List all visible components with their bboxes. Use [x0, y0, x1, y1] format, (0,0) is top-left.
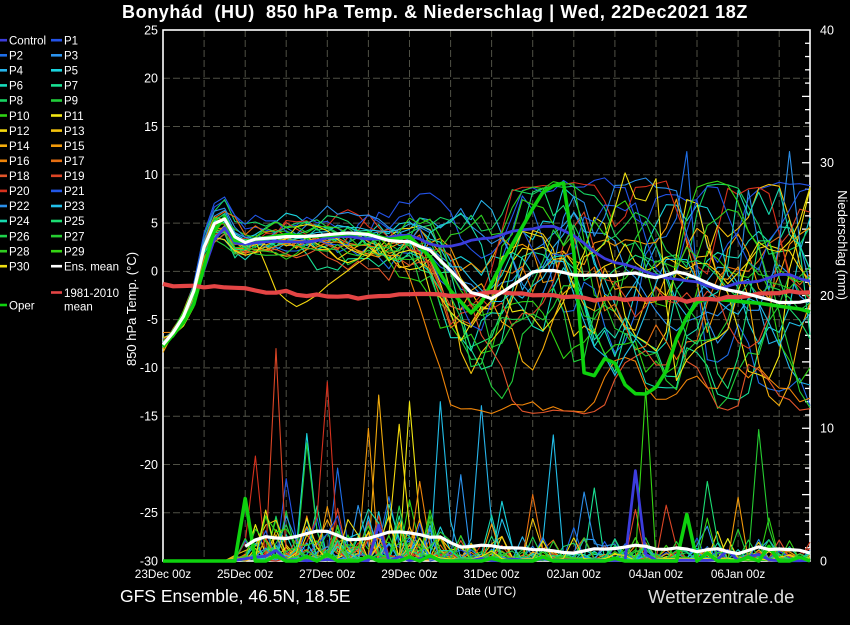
svg-text:Bonyhád (HU) 850 hPa Temp. &: Bonyhád (HU) 850 hPa Temp. & Niederschla…: [122, 2, 748, 22]
svg-text:P23: P23: [64, 201, 84, 213]
svg-text:P19: P19: [64, 171, 84, 183]
svg-text:mean: mean: [64, 301, 93, 313]
svg-text:-15: -15: [140, 410, 158, 424]
svg-text:Control: Control: [9, 35, 46, 47]
svg-text:P13: P13: [64, 126, 84, 138]
svg-text:P21: P21: [64, 186, 84, 198]
svg-text:5: 5: [151, 216, 158, 230]
svg-text:Oper: Oper: [9, 300, 35, 312]
svg-text:15: 15: [144, 120, 158, 134]
svg-text:P20: P20: [9, 186, 29, 198]
svg-text:0: 0: [820, 554, 827, 568]
svg-text:Niederschlag (mm): Niederschlag (mm): [835, 190, 850, 300]
svg-text:P11: P11: [64, 111, 84, 123]
svg-text:Date (UTC): Date (UTC): [456, 584, 516, 598]
svg-text:P27: P27: [64, 231, 84, 243]
svg-text:P1: P1: [64, 35, 78, 47]
svg-text:P16: P16: [9, 156, 29, 168]
svg-text:P17: P17: [64, 156, 84, 168]
svg-text:P25: P25: [64, 216, 84, 228]
svg-text:02Jan 00z: 02Jan 00z: [547, 567, 602, 581]
svg-text:P22: P22: [9, 201, 29, 213]
svg-text:10: 10: [820, 422, 834, 436]
svg-text:04Jan 00z: 04Jan 00z: [629, 567, 684, 581]
svg-text:20: 20: [144, 72, 158, 86]
svg-text:P10: P10: [9, 111, 29, 123]
svg-text:1981-2010: 1981-2010: [64, 288, 119, 300]
svg-text:27Dec 00z: 27Dec 00z: [299, 567, 355, 581]
svg-text:Ens. mean: Ens. mean: [64, 261, 119, 273]
svg-text:P5: P5: [64, 66, 78, 78]
svg-text:29Dec 00z: 29Dec 00z: [381, 567, 437, 581]
svg-text:P6: P6: [9, 81, 23, 93]
svg-text:-5: -5: [147, 313, 158, 327]
svg-text:P29: P29: [64, 246, 84, 258]
svg-text:25: 25: [144, 23, 158, 37]
svg-text:25Dec 00z: 25Dec 00z: [217, 567, 273, 581]
svg-text:850 hPa Temp. (°C): 850 hPa Temp. (°C): [124, 252, 139, 366]
svg-text:31Dec 00z: 31Dec 00z: [463, 567, 519, 581]
svg-text:-20: -20: [140, 458, 158, 472]
svg-text:-30: -30: [140, 554, 158, 568]
svg-text:P18: P18: [9, 171, 29, 183]
svg-text:23Dec 00z: 23Dec 00z: [135, 567, 191, 581]
svg-text:-10: -10: [140, 361, 158, 375]
svg-text:P4: P4: [9, 66, 24, 78]
svg-text:P30: P30: [9, 261, 29, 273]
svg-text:P3: P3: [64, 51, 78, 63]
svg-text:P9: P9: [64, 96, 78, 108]
svg-text:P14: P14: [9, 141, 30, 153]
svg-text:P26: P26: [9, 231, 29, 243]
svg-text:P8: P8: [9, 96, 23, 108]
svg-text:30: 30: [820, 156, 834, 170]
svg-text:-25: -25: [140, 506, 158, 520]
svg-text:40: 40: [820, 23, 834, 37]
svg-text:06Jan 00z: 06Jan 00z: [711, 567, 766, 581]
svg-text:P2: P2: [9, 51, 23, 63]
svg-text:Wetterzentrale.de: Wetterzentrale.de: [648, 586, 794, 607]
svg-text:P28: P28: [9, 246, 29, 258]
svg-text:GFS Ensemble, 46.5N, 18.5E: GFS Ensemble, 46.5N, 18.5E: [120, 586, 351, 606]
svg-text:0: 0: [151, 265, 158, 279]
svg-text:10: 10: [144, 168, 158, 182]
svg-text:20: 20: [820, 289, 834, 303]
svg-text:P7: P7: [64, 81, 78, 93]
svg-text:P12: P12: [9, 126, 29, 138]
svg-text:P24: P24: [9, 216, 30, 228]
svg-text:P15: P15: [64, 141, 84, 153]
